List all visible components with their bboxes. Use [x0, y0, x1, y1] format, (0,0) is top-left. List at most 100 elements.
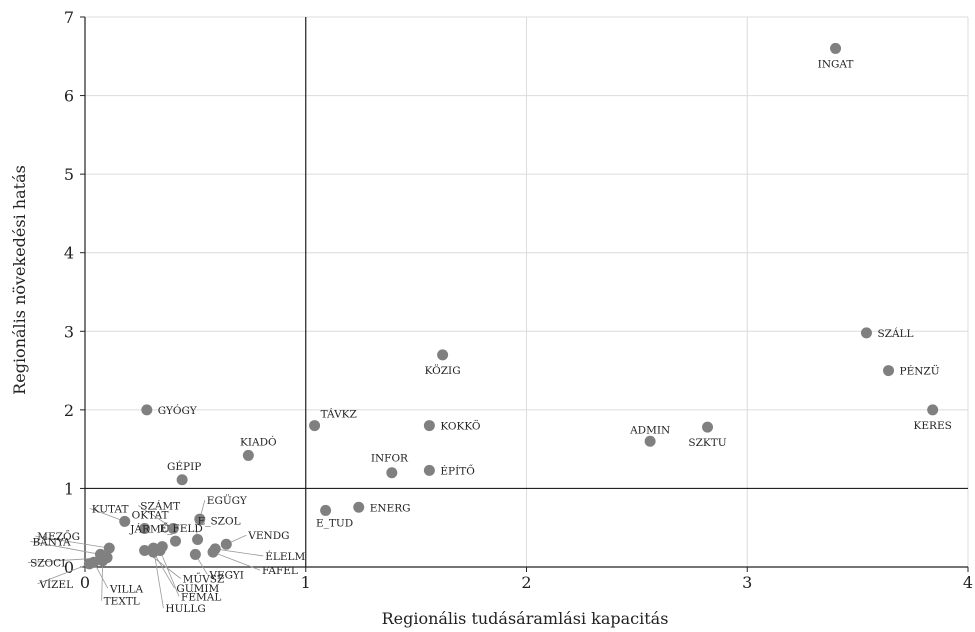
y-tick-label: 5 — [64, 165, 74, 184]
leader-line — [138, 505, 174, 529]
point-label: ÉLELM — [265, 549, 305, 563]
data-point — [147, 542, 159, 554]
data-point — [830, 42, 842, 54]
data-point — [119, 515, 131, 527]
leader-line — [159, 550, 180, 597]
data-point — [353, 501, 365, 513]
point-label: SZOCI — [30, 558, 65, 570]
data-point — [437, 349, 449, 361]
point-label: TEXTL — [104, 596, 140, 608]
point-label: FÉMAL — [181, 590, 221, 604]
data-point — [207, 546, 219, 558]
data-point — [860, 327, 872, 339]
data-point — [83, 558, 95, 570]
point-label: E_TUD — [316, 517, 353, 529]
data-point — [423, 464, 435, 476]
data-point — [423, 420, 435, 432]
point-label: GÉPIP — [167, 459, 201, 473]
data-point — [644, 435, 656, 447]
point-label: KIADÓ — [240, 434, 277, 448]
data-point — [97, 555, 109, 567]
leader-line — [215, 548, 264, 557]
data-point — [167, 523, 179, 534]
data-points — [83, 42, 939, 570]
point-label: TÁVKZ — [321, 407, 357, 421]
x-axis-title: Regionális tudásáramlási kapacitás — [382, 609, 669, 628]
y-tick-label: 2 — [64, 401, 74, 420]
leader-lines — [28, 499, 264, 609]
data-point — [320, 504, 332, 516]
point-label: VENDG — [247, 530, 289, 542]
reference-lines — [85, 17, 968, 567]
data-point — [309, 420, 321, 432]
point-labels: INGAT SZÁLL PÉNZÜ KERES KÖZIG GYÓGY TÁVKZ KOKKÖ… — [30, 58, 952, 615]
point-label: PÉNZÜ — [900, 364, 940, 378]
point-label: MEZŐG — [37, 529, 80, 543]
point-label: ENERG — [370, 502, 411, 514]
data-point — [176, 474, 188, 486]
point-label: HULLG — [165, 603, 205, 615]
point-label: KERES — [914, 420, 952, 432]
point-label: SZÁLL — [877, 326, 913, 340]
data-point — [883, 365, 895, 377]
point-label: KOKKÖ — [440, 419, 481, 433]
x-tick-label: 1 — [301, 573, 311, 592]
y-tick-label: 1 — [64, 479, 74, 498]
y-tick-label: 4 — [64, 244, 74, 263]
point-label: INFOR — [371, 453, 409, 465]
point-label: VEGYI — [208, 569, 244, 581]
data-point — [139, 545, 151, 556]
leader-line — [153, 551, 175, 589]
y-tick-label: 0 — [64, 558, 74, 577]
grid — [85, 16, 969, 567]
data-point — [189, 548, 201, 560]
data-point — [141, 404, 153, 416]
point-label: FAFEL — [262, 565, 298, 577]
point-label: SZKTU — [688, 437, 726, 449]
leader-line — [30, 541, 101, 555]
x-tick-label: 3 — [742, 573, 752, 592]
point-label: SZÁMT — [140, 499, 180, 513]
y-axis-title: Regionális növekedési hatás — [10, 165, 29, 395]
point-label: E_SZOL — [198, 516, 241, 528]
point-label: E_FELD — [160, 523, 203, 535]
leader-line — [153, 548, 164, 609]
point-label: GUMIM — [176, 583, 219, 595]
data-point — [386, 467, 398, 479]
point-label: ÉPÍTŐ — [440, 463, 475, 477]
x-tick-label: 4 — [963, 573, 973, 592]
leader-line — [35, 535, 110, 549]
leader-line — [212, 551, 261, 571]
point-label: GYÓGY — [158, 403, 198, 417]
y-tick-label: 7 — [64, 8, 74, 27]
data-point — [139, 523, 151, 534]
point-label: VILLA — [109, 583, 144, 595]
point-label: MŰVSZ — [183, 572, 225, 586]
point-label: EGÜGY — [207, 493, 248, 507]
leader-line — [89, 508, 125, 522]
point-label: KUTAT — [92, 503, 129, 515]
point-label: KÖZIG — [425, 363, 461, 377]
x-tick-label: 0 — [80, 573, 90, 592]
data-point — [192, 534, 204, 545]
data-point — [170, 535, 182, 547]
point-label: ADMIN — [629, 424, 670, 436]
y-tick-label: 6 — [64, 87, 74, 106]
data-point — [242, 449, 254, 461]
data-point — [702, 421, 714, 433]
point-label: INGAT — [818, 58, 854, 70]
data-point — [194, 513, 206, 525]
point-label: BÁNYA — [32, 534, 71, 548]
point-label: OKTAT — [132, 510, 169, 522]
data-point — [220, 538, 232, 550]
x-tick-label: 2 — [521, 573, 531, 592]
y-tick-label: 3 — [64, 322, 74, 341]
data-point — [927, 404, 939, 416]
leader-line — [101, 560, 104, 601]
data-point — [103, 542, 115, 554]
tick-labels: 0 1 2 3 4 0 1 2 3 4 5 6 7 — [64, 8, 973, 592]
point-label: JÁRMŰ — [129, 522, 169, 536]
point-label: VÍZEL — [38, 577, 73, 591]
leader-line — [37, 563, 90, 585]
